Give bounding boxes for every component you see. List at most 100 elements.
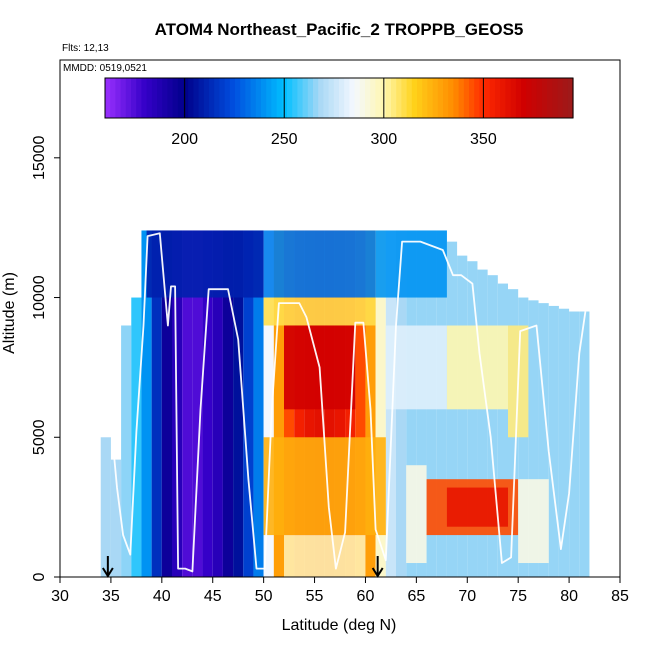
plot-frame xyxy=(59,59,621,578)
colorbar-swatch xyxy=(224,78,231,118)
colorbar-swatch xyxy=(479,78,486,118)
flight-arrows xyxy=(102,556,384,578)
x-tick-label: 80 xyxy=(560,588,578,605)
heatmap-cell xyxy=(192,230,203,577)
colorbar-swatch xyxy=(167,78,174,118)
x-tick-label: 50 xyxy=(255,588,273,605)
colorbar-swatch xyxy=(307,78,314,118)
colorbar-swatch xyxy=(172,78,179,118)
heatmap-cell xyxy=(100,437,111,577)
heatmap-cell xyxy=(202,230,213,577)
heatmap-cell xyxy=(161,230,172,577)
colorbar-tick-label: 250 xyxy=(271,131,298,148)
colorbar-swatch xyxy=(297,78,304,118)
heatmap-patch xyxy=(284,535,366,577)
colorbar-swatch xyxy=(474,78,480,118)
heatmap-cell xyxy=(273,230,284,577)
y-tick-label: 5000 xyxy=(31,419,48,455)
heatmap-patch xyxy=(518,479,549,564)
colorbar-swatch xyxy=(131,78,137,118)
heatmap-cell xyxy=(528,300,539,577)
colorbar-swatch xyxy=(136,78,142,118)
colorbar-swatch xyxy=(209,78,215,118)
colorbar-swatch xyxy=(141,78,148,118)
colorbar-swatch xyxy=(567,78,574,118)
colorbar-swatch xyxy=(505,78,512,118)
colorbar-swatch xyxy=(531,78,538,118)
heatmap-patch xyxy=(263,297,376,326)
colorbar-swatch xyxy=(240,78,246,118)
colorbar-frame xyxy=(104,77,574,119)
colorbar-swatch xyxy=(266,78,272,118)
colorbar-swatch xyxy=(453,78,460,118)
heatmap-cell xyxy=(263,230,274,577)
heatmap-cell xyxy=(243,230,254,577)
colorbar-swatch xyxy=(328,78,335,118)
x-tick-label: 70 xyxy=(458,588,476,605)
colorbar-swatch xyxy=(422,78,428,118)
heatmap-cell xyxy=(233,230,244,577)
colorbar-swatch xyxy=(500,78,506,118)
y-axis-label: Altitude (m) xyxy=(1,272,18,354)
colorbar-swatch xyxy=(287,78,293,118)
colorbar-swatch xyxy=(302,78,309,118)
colorbar-swatch xyxy=(437,78,444,118)
colorbar-swatch xyxy=(125,78,132,118)
colorbar-swatch xyxy=(292,78,298,118)
heatmap-cell xyxy=(110,459,122,577)
colorbar-swatch xyxy=(552,78,558,118)
y-tick-label: 10000 xyxy=(31,275,48,320)
colorbar-swatch xyxy=(432,78,439,118)
x-tick-label: 30 xyxy=(51,588,69,605)
dates-subtitle: MMDD: 0519,0521 xyxy=(63,63,147,74)
chart-title: ATOM4 Northeast_Pacific_2 TROPPB_GEOS5 xyxy=(155,20,524,39)
colorbar-swatch xyxy=(495,78,501,118)
colorbar-tick-label: 300 xyxy=(370,131,397,148)
colorbar-swatch xyxy=(162,78,168,118)
colorbar-swatch xyxy=(385,78,392,118)
heatmap-cell xyxy=(182,230,193,577)
colorbar-swatch xyxy=(333,78,340,118)
x-tick-label: 60 xyxy=(357,588,375,605)
colorbar-swatch xyxy=(349,78,356,118)
colorbar-swatch xyxy=(396,78,402,118)
heatmap-patch xyxy=(146,230,264,298)
colorbar-swatch xyxy=(463,78,470,118)
x-tick-label: 75 xyxy=(509,588,527,605)
heatmap-cell xyxy=(579,311,590,577)
heatmap-cell xyxy=(446,241,458,577)
colorbar-swatch xyxy=(318,78,324,118)
colorbar-swatch xyxy=(313,78,319,118)
colorbar-swatch xyxy=(271,78,278,118)
y-tick-label: 0 xyxy=(31,572,48,581)
colorbar-swatch xyxy=(245,78,252,118)
colorbar-swatch xyxy=(198,78,205,118)
heatmap-cell xyxy=(375,230,386,577)
colorbar-swatch xyxy=(458,78,465,118)
heatmap-cell xyxy=(141,230,152,577)
colorbar-swatch xyxy=(255,78,262,118)
y-axis: 0 5000 10000 15000 xyxy=(31,135,60,581)
colorbar-swatch xyxy=(391,78,397,118)
colorbar-swatch xyxy=(365,78,371,118)
heatmap-cell xyxy=(548,305,559,577)
colorbar-swatch xyxy=(484,78,491,118)
colorbar-swatch xyxy=(401,78,408,118)
flight-track xyxy=(112,232,587,573)
heatmap-cell xyxy=(538,303,549,577)
heatmap-cell xyxy=(253,230,264,577)
colorbar-swatch xyxy=(193,78,200,118)
x-tick-label: 85 xyxy=(611,588,629,605)
colorbar-swatch xyxy=(188,78,194,118)
heatmap-cell xyxy=(151,230,162,577)
heatmap-cell xyxy=(355,230,366,577)
heatmap-cell xyxy=(222,230,234,577)
x-tick-label: 40 xyxy=(153,588,171,605)
x-axis: 30 35 40 45 50 55 60 65 70 75 80 85 xyxy=(51,577,629,605)
colorbar-swatch xyxy=(489,78,496,118)
x-tick-label: 65 xyxy=(407,588,425,605)
colorbar-swatch xyxy=(354,78,361,118)
colorbar-swatch xyxy=(562,78,569,118)
colorbar-swatch xyxy=(443,78,449,118)
